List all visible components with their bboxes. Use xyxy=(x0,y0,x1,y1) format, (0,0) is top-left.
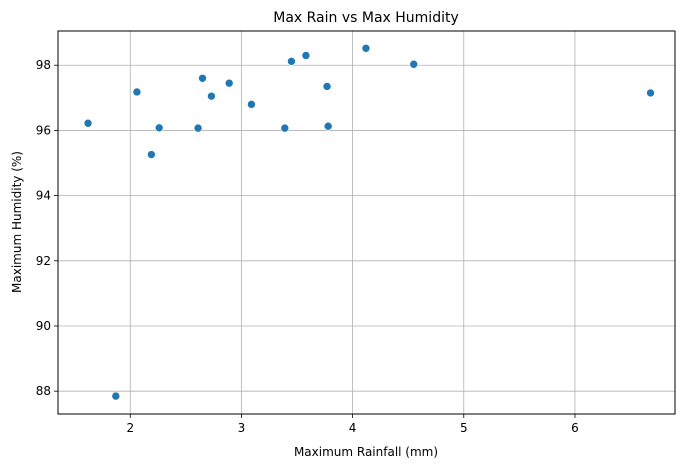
x-tick-label: 4 xyxy=(349,421,357,435)
data-point xyxy=(147,150,156,159)
grid-lines xyxy=(58,31,675,414)
y-tick-label: 94 xyxy=(36,189,51,203)
data-point xyxy=(207,91,216,101)
data-point xyxy=(361,43,371,53)
data-point xyxy=(198,73,207,83)
data-point xyxy=(224,78,234,88)
data-point xyxy=(132,87,142,97)
data-point xyxy=(301,51,311,60)
y-axis-label: Maximum Humidity (%) xyxy=(10,151,24,293)
y-tick-label: 98 xyxy=(36,58,51,72)
x-tick-label: 5 xyxy=(460,421,468,435)
plot-frame xyxy=(57,30,676,415)
x-tick-label: 3 xyxy=(238,421,246,435)
data-point xyxy=(193,123,203,133)
chart-title: Max Rain vs Max Humidity xyxy=(273,10,459,26)
data-point xyxy=(322,82,332,91)
x-tick-label: 2 xyxy=(126,421,134,435)
y-tick-label: 88 xyxy=(36,384,51,398)
y-tick-label: 90 xyxy=(36,319,51,333)
data-point xyxy=(154,123,164,133)
x-axis-label: Maximum Rainfall (mm) xyxy=(294,445,438,459)
data-point xyxy=(323,121,333,131)
y-tick-label: 96 xyxy=(36,123,51,137)
data-point xyxy=(280,123,290,133)
data-point xyxy=(287,57,296,66)
data-points xyxy=(83,43,655,401)
data-point xyxy=(247,100,256,109)
data-point xyxy=(409,59,419,69)
data-point xyxy=(646,88,655,98)
axis-ticks: 2 3 4 5 6 88 90 92 94 96 98 xyxy=(36,58,579,435)
data-point xyxy=(83,118,93,128)
data-point xyxy=(111,391,121,401)
y-tick-label: 92 xyxy=(36,254,51,268)
x-tick-label: 6 xyxy=(571,421,579,435)
